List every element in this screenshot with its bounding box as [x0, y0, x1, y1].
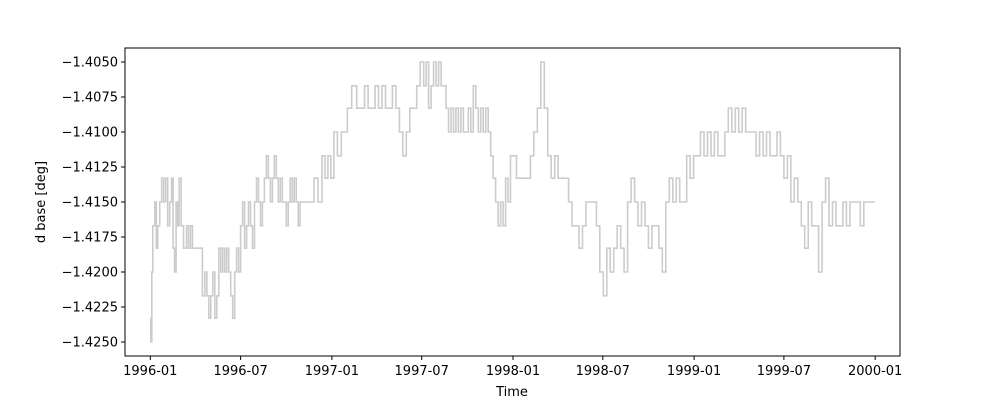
x-tick-label: 1997-01	[305, 364, 359, 379]
y-tick-label: −1.4150	[62, 196, 118, 211]
y-tick-label: −1.4100	[62, 126, 118, 141]
x-tick-label: 1996-07	[213, 364, 267, 379]
y-tick-label: −1.4225	[62, 301, 118, 316]
x-tick-label: 1997-07	[395, 364, 449, 379]
y-tick-label: −1.4050	[62, 56, 118, 71]
x-tick-label: 1996-01	[123, 364, 177, 379]
plot-area	[125, 48, 900, 356]
x-tick-label: 1999-07	[757, 364, 811, 379]
y-tick-label: −1.4125	[62, 161, 118, 176]
y-tick-label: −1.4075	[62, 91, 118, 106]
series-line	[150, 61, 875, 343]
y-tick-label: −1.4200	[62, 266, 118, 281]
x-tick-label: 1999-01	[667, 364, 721, 379]
series-layer	[150, 61, 875, 343]
x-tick-label: 2000-01	[848, 364, 902, 379]
x-axis: 1996-01 1996-07 1997-01 1997-07 1998-01 1998-…	[123, 356, 902, 379]
x-tick-label: 1998-01	[486, 364, 540, 379]
y-tick-label: −1.4175	[62, 231, 118, 246]
x-tick-label: 1998-07	[576, 364, 630, 379]
y-axis: −1.4250 −1.4225 −1.4200 −1.4175 −1.4150 −1.41…	[62, 56, 125, 351]
y-axis-label: d base [deg]	[34, 161, 49, 243]
y-tick-label: −1.4250	[62, 336, 118, 351]
x-axis-label: Time	[495, 385, 528, 400]
